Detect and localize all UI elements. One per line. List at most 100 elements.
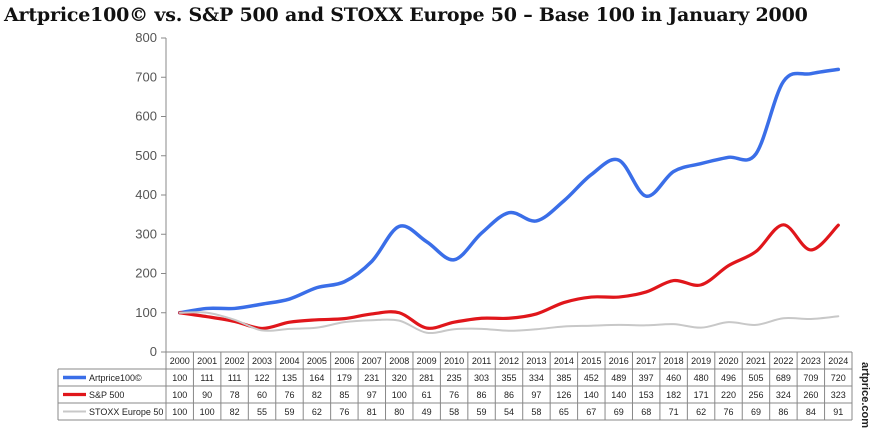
y-tick-label: 400 [135,187,157,202]
legend-label: STOXX Europe 50 [89,407,163,417]
table-cell-value: 58 [531,407,541,417]
table-cell-value: 153 [639,390,654,400]
y-tick-label: 200 [135,266,157,281]
x-tick-label: 2016 [609,356,629,366]
table-cell-value: 320 [392,373,407,383]
y-tick-label: 800 [135,30,157,45]
series-line-1 [178,223,840,331]
x-tick-label: 2004 [279,356,299,366]
table-cell-value: 111 [200,373,214,383]
x-tick-label: 2023 [801,356,821,366]
series-line-0 [177,67,841,315]
table-cell-value: 355 [501,373,516,383]
table-cell-value: 81 [367,407,377,417]
x-tick-label: 2006 [334,356,354,366]
table-cell-value: 171 [694,390,709,400]
x-tick-label: 2018 [664,356,684,366]
table-cell-value: 86 [504,390,514,400]
table-cell-value: 97 [367,390,377,400]
table-cell-value: 100 [172,407,187,417]
y-tick-label: 600 [135,109,157,124]
table-cell-value: 182 [666,390,681,400]
x-tick-label: 2022 [773,356,793,366]
x-tick-label: 2020 [719,356,739,366]
table-cell-value: 385 [556,373,571,383]
table-cell-value: 59 [477,407,487,417]
table-cell-value: 100 [392,390,407,400]
y-tick-label: 100 [135,305,157,320]
x-tick-label: 2012 [499,356,519,366]
x-tick-label: 2000 [170,356,190,366]
x-tick-label: 2007 [362,356,382,366]
table-cell-value: 80 [394,407,404,417]
table-cell-value: 179 [337,373,352,383]
table-cell-value: 235 [447,373,462,383]
table-cell-value: 100 [172,373,187,383]
x-tick-label: 2002 [225,356,245,366]
table-cell-value: 720 [831,373,846,383]
table-cell-value: 496 [721,373,736,383]
table-cell-value: 61 [422,390,432,400]
table-cell-value: 260 [803,390,818,400]
table-cell-value: 323 [831,390,846,400]
x-tick-label: 2015 [581,356,601,366]
table-cell-value: 49 [422,407,432,417]
table-cell-value: 84 [806,407,816,417]
table-cell-value: 97 [531,390,541,400]
table-cell-value: 68 [641,407,651,417]
x-tick-label: 2003 [252,356,272,366]
table-cell-value: 126 [556,390,571,400]
table-cell-value: 85 [339,390,349,400]
table-cell-value: 69 [614,407,624,417]
table-cell-value: 54 [504,407,514,417]
table-cell-value: 58 [449,407,459,417]
table-cell-value: 140 [611,390,626,400]
table-cell-value: 78 [230,390,240,400]
table-cell-value: 65 [559,407,569,417]
x-tick-label: 2008 [389,356,409,366]
table-cell-value: 67 [586,407,596,417]
table-cell-value: 111 [228,373,242,383]
table-cell-value: 100 [172,390,187,400]
table-cell-value: 91 [833,407,843,417]
y-tick-label: 700 [135,69,157,84]
table-cell-value: 231 [364,373,379,383]
table-cell-value: 505 [748,373,763,383]
table-cell-value: 489 [611,373,626,383]
table-cell-value: 55 [257,407,267,417]
table-cell-value: 281 [419,373,434,383]
x-tick-label: 2001 [197,356,217,366]
table-cell-value: 59 [284,407,294,417]
x-tick-label: 2011 [472,356,491,366]
table-cell-value: 76 [449,390,459,400]
series-line-2 [178,311,840,335]
table-cell-value: 303 [474,373,489,383]
x-tick-label: 2019 [691,356,711,366]
table-cell-value: 100 [200,407,215,417]
table-cell-value: 82 [230,407,240,417]
x-tick-label: 2021 [746,356,766,366]
artprice-watermark: artprice.com [859,362,871,428]
table-cell-value: 69 [751,407,761,417]
chart-title: Artprice100© vs. S&P 500 and STOXX Europ… [4,4,808,26]
table-cell-value: 452 [584,373,599,383]
x-tick-label: 2010 [444,356,464,366]
y-tick-label: 500 [135,148,157,163]
x-tick-label: 2009 [417,356,437,366]
table-cell-value: 480 [694,373,709,383]
legend-label: Artprice100© [89,373,142,383]
table-cell-value: 220 [721,390,736,400]
table-cell-value: 709 [803,373,818,383]
table-cell-value: 689 [776,373,791,383]
table-cell-value: 256 [748,390,763,400]
table-cell-value: 76 [284,390,294,400]
table-cell-value: 60 [257,390,267,400]
table-cell-value: 76 [339,407,349,417]
table-cell-value: 71 [669,407,679,417]
x-tick-label: 2013 [526,356,546,366]
table-cell-value: 62 [312,407,322,417]
table-cell-value: 135 [282,373,297,383]
x-tick-label: 2024 [828,356,848,366]
x-tick-label: 2005 [307,356,327,366]
